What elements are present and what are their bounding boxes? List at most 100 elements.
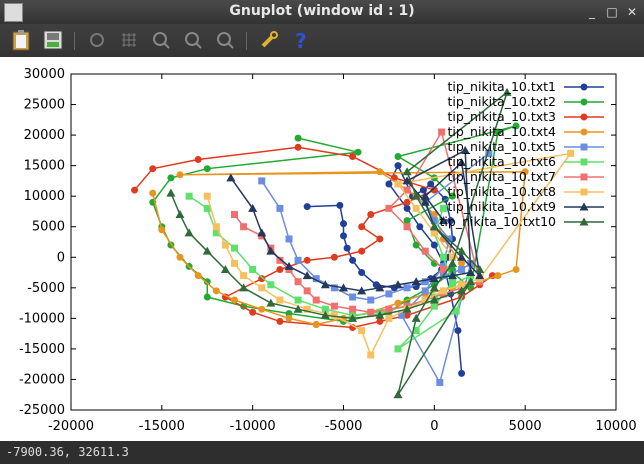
- data-point: [358, 223, 366, 231]
- unzoom-icon[interactable]: [214, 29, 236, 51]
- data-point: [429, 222, 439, 231]
- data-point: [454, 327, 462, 335]
- y-tick-label: 25000: [24, 98, 65, 113]
- data-point: [458, 369, 466, 377]
- data-point: [402, 167, 412, 176]
- data-point: [421, 278, 429, 286]
- legend-label: tip_nikita_10.txt3: [447, 109, 556, 124]
- help-icon[interactable]: ?: [290, 29, 312, 53]
- data-point: [340, 220, 347, 228]
- legend-label: tip_nikita_10.txt8: [447, 184, 556, 199]
- legend-marker: [579, 217, 589, 226]
- y-tick-label: -15000: [19, 342, 65, 357]
- y-tick-label: 0: [57, 250, 65, 265]
- data-point: [466, 268, 476, 277]
- data-point: [367, 308, 375, 316]
- legend-marker: [580, 113, 588, 121]
- zoom-next-icon[interactable]: [182, 29, 204, 51]
- data-point: [457, 158, 467, 167]
- data-point: [421, 287, 429, 295]
- data-point: [447, 217, 455, 225]
- data-point: [394, 152, 402, 160]
- clipboard-icon[interactable]: [10, 29, 32, 51]
- data-point: [494, 272, 502, 280]
- x-tick-label: 5000: [509, 419, 542, 434]
- data-point: [367, 351, 375, 359]
- y-tick-label: 10000: [24, 189, 65, 204]
- data-point: [439, 265, 447, 273]
- data-point: [258, 275, 266, 283]
- data-point: [429, 274, 439, 283]
- data-point: [349, 152, 357, 160]
- data-point: [330, 311, 338, 319]
- data-point: [376, 235, 384, 243]
- data-point: [385, 180, 393, 188]
- data-point: [439, 204, 447, 212]
- legend-label: tip_nikita_10.txt4: [447, 124, 556, 139]
- data-point: [257, 228, 267, 237]
- data-point: [485, 149, 493, 157]
- data-point: [249, 265, 257, 273]
- data-point: [358, 247, 366, 255]
- export-icon[interactable]: [42, 29, 64, 51]
- data-point: [412, 204, 420, 212]
- data-point: [176, 171, 184, 179]
- y-tick-label: 15000: [24, 159, 65, 174]
- grid-icon[interactable]: [118, 29, 140, 51]
- data-point: [330, 302, 338, 310]
- data-point: [221, 241, 229, 249]
- data-point: [429, 295, 439, 304]
- data-point: [367, 211, 375, 219]
- data-point: [203, 293, 211, 301]
- data-point: [340, 232, 347, 240]
- legend-label: tip_nikita_10.txt6: [447, 154, 556, 169]
- data-point: [438, 128, 446, 136]
- data-point: [212, 287, 220, 295]
- y-tick-label: -10000: [19, 311, 65, 326]
- data-point: [460, 145, 470, 154]
- data-point: [302, 271, 312, 280]
- data-point: [266, 298, 276, 307]
- data-point: [294, 256, 302, 264]
- data-point: [452, 307, 460, 315]
- data-point: [231, 211, 238, 219]
- series-9: [226, 145, 485, 295]
- replot-icon[interactable]: [86, 29, 108, 51]
- data-point: [512, 265, 520, 273]
- data-point: [457, 252, 467, 261]
- data-point: [403, 284, 411, 292]
- close-icon[interactable]: ✕: [626, 5, 638, 19]
- data-point: [294, 143, 302, 151]
- data-point: [385, 314, 393, 322]
- zoom-prev-icon[interactable]: [150, 29, 172, 51]
- legend-marker: [580, 173, 588, 181]
- legend-marker: [580, 143, 588, 151]
- minimize-icon[interactable]: _: [589, 5, 595, 19]
- data-point: [239, 283, 249, 292]
- data-point: [185, 192, 193, 200]
- data-point: [267, 281, 275, 289]
- chart[interactable]: -20000 -15000 -10000 -5000 0 5000 10000 -25000…: [0, 57, 644, 441]
- x-tick-label: -5000: [325, 419, 363, 434]
- data-point: [167, 174, 175, 182]
- data-point: [421, 296, 429, 304]
- data-point: [411, 277, 421, 286]
- data-point: [294, 296, 302, 304]
- data-point: [436, 379, 444, 387]
- settings-icon[interactable]: [258, 29, 280, 51]
- y-tick-label: -25000: [19, 403, 65, 418]
- data-point: [458, 281, 466, 289]
- y-tick-label: -5000: [27, 281, 65, 296]
- plot-area[interactable]: -20000 -15000 -10000 -5000 0 5000 10000 -25000…: [0, 57, 644, 441]
- title-bar[interactable]: Gnuplot (window id : 1) _ □ ✕: [0, 0, 644, 24]
- legend-entry: tip_nikita_10.txt2: [447, 94, 604, 109]
- x-tick-label: -20000: [48, 419, 94, 434]
- data-point: [402, 176, 412, 185]
- legend-entry: tip_nikita_10.txt9: [447, 199, 604, 214]
- data-point: [458, 259, 466, 267]
- x-tick-label: 10000: [595, 419, 636, 434]
- maximize-icon[interactable]: □: [606, 5, 618, 19]
- x-tick-label: -15000: [139, 419, 185, 434]
- data-point: [376, 317, 384, 325]
